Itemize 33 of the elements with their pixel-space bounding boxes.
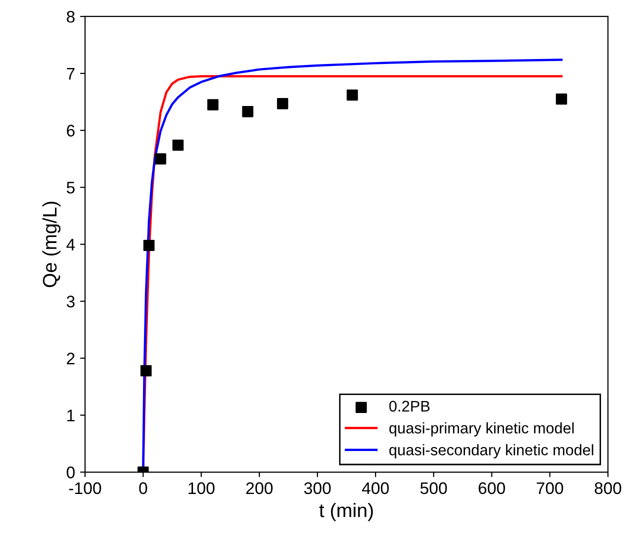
point bbox=[143, 240, 155, 252]
point bbox=[276, 98, 288, 110]
point bbox=[140, 365, 152, 376]
x-tick-label: 800 bbox=[594, 482, 622, 494]
point bbox=[154, 153, 166, 164]
y-axis-title: Qe (mg/L) bbox=[42, 202, 61, 288]
y-tick-label: 8 bbox=[66, 10, 75, 23]
point bbox=[207, 99, 218, 110]
point bbox=[242, 106, 254, 118]
point bbox=[172, 140, 184, 151]
point bbox=[556, 93, 568, 105]
point bbox=[346, 89, 358, 101]
y-tick-label: 6 bbox=[66, 124, 75, 137]
x-tick-label: 700 bbox=[536, 482, 564, 494]
x-axis-title: t (min) bbox=[319, 502, 373, 522]
y-tick-label: 1 bbox=[67, 410, 75, 422]
x-tick-label: 600 bbox=[478, 482, 506, 494]
y-tick-label: 2 bbox=[66, 352, 74, 364]
y-tick-label: 3 bbox=[66, 296, 75, 308]
y-tick-label: 0 bbox=[66, 466, 75, 478]
x-tick-label: 100 bbox=[188, 482, 215, 494]
legend-label: quasi-primary kinetic model bbox=[389, 422, 574, 437]
x-tick-label: 500 bbox=[420, 482, 447, 494]
legend-label: quasi-secondary kinetic model bbox=[389, 444, 594, 458]
y-tick-label: 7 bbox=[66, 68, 74, 80]
x-tick-label: 400 bbox=[362, 482, 389, 494]
x-tick-label: 200 bbox=[246, 482, 273, 494]
y-tick-label: 4 bbox=[66, 238, 75, 250]
y-tick-label: 5 bbox=[66, 182, 75, 194]
x-tick-label: 300 bbox=[304, 482, 331, 494]
x-tick-label: -100 bbox=[69, 482, 102, 494]
x-tick-label: 0 bbox=[139, 482, 148, 494]
legend-label: 0.2PB bbox=[389, 400, 430, 412]
